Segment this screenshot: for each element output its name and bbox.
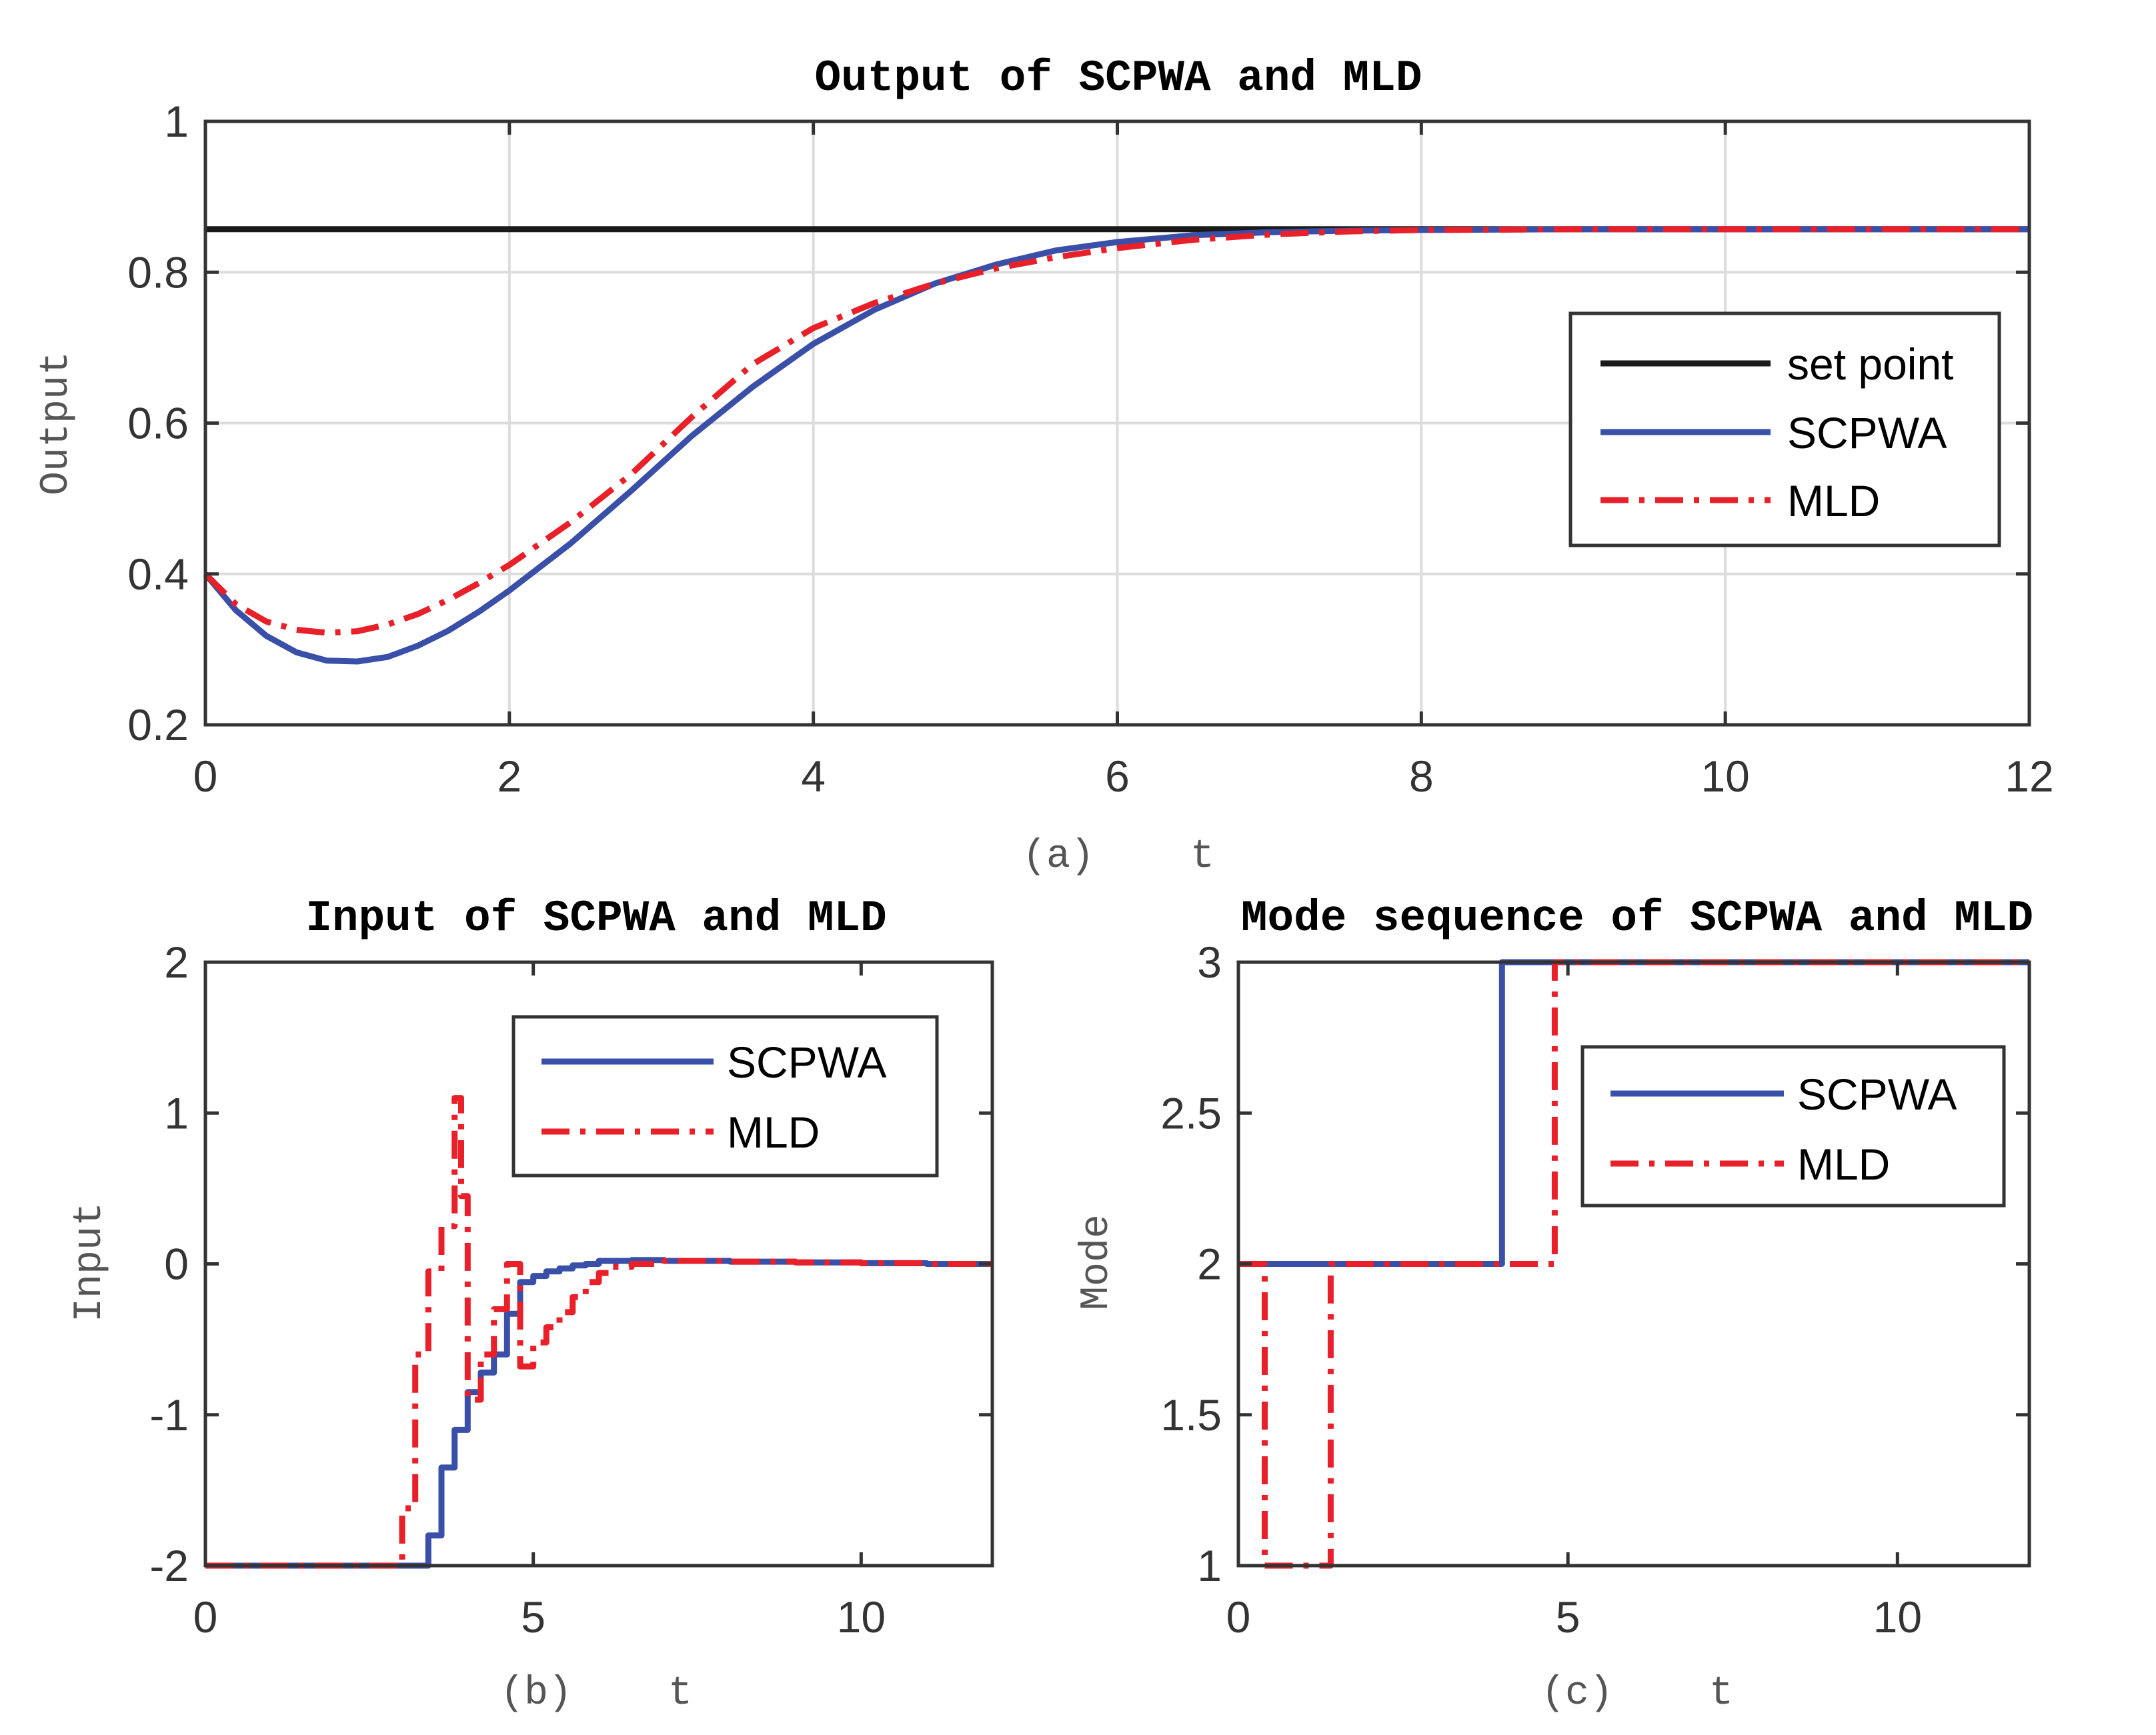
y-axis-label: Output xyxy=(34,351,79,495)
y-tick-label: 0.6 xyxy=(127,399,189,448)
legend-box xyxy=(511,1015,939,1178)
legend-label: MLD xyxy=(1787,476,1880,525)
legend: SCPWA MLD xyxy=(511,1015,939,1178)
chart-title: Input of SCPWA and MLD xyxy=(305,894,886,944)
x-tick-label: 10 xyxy=(837,1592,886,1642)
y-axis-label: Input xyxy=(67,1202,113,1322)
chart-title: Output of SCPWA and MLD xyxy=(815,53,1422,103)
legend-label: SCPWA xyxy=(1787,408,1947,457)
x-tick-label: 10 xyxy=(1873,1592,1922,1642)
legend-label: MLD xyxy=(727,1108,820,1157)
series-line-scpwa xyxy=(203,226,2029,665)
legend-label: set point xyxy=(1787,339,1954,389)
y-tick-label: 3 xyxy=(1197,938,1222,987)
x-tick-label: 10 xyxy=(1701,751,1749,801)
y-tick-label: 0.2 xyxy=(127,700,189,749)
panel-mode: Mode sequence of SCPWA and MLD 0 5 10 1 1.5 2… xyxy=(1074,894,2033,1716)
y-tick-label: -2 xyxy=(149,1541,189,1590)
y-tick-label: 2 xyxy=(164,938,189,987)
legend-label: SCPWA xyxy=(727,1038,887,1087)
panel-input: Input of SCPWA and MLD 0 5 10 -2 -1 0 1 2 (b) t… xyxy=(67,894,994,1716)
y-axis-label: Mode xyxy=(1074,1214,1120,1310)
series-line-scpwa xyxy=(205,1257,992,1569)
x-tick-label: 0 xyxy=(1226,1592,1251,1642)
x-tick-label: 5 xyxy=(521,1592,546,1642)
y-tick-label: 0.4 xyxy=(127,549,189,599)
x-tick-label: 2 xyxy=(497,751,521,801)
x-axis-label: (a) t xyxy=(1022,834,1214,880)
x-tick-label: 12 xyxy=(2005,751,2053,801)
y-tick-label: 1 xyxy=(1197,1541,1222,1590)
series-line-mld xyxy=(1238,959,2029,1569)
x-tick-label: 0 xyxy=(193,751,218,801)
chart-title: Mode sequence of SCPWA and MLD xyxy=(1241,894,2033,944)
legend: SCPWA MLD xyxy=(1580,1045,2006,1208)
series-line-mld xyxy=(205,1095,992,1569)
legend-label: MLD xyxy=(1797,1140,1890,1189)
panel-output: Output of SCPWA and MLD 0 2 4 6 8 10 12 0.2 0.4 0… xyxy=(34,53,2054,880)
legend: set point SCPWA MLD xyxy=(1568,311,2001,547)
x-axis-label: (c) t xyxy=(1541,1671,1733,1716)
y-tick-label: 1 xyxy=(164,1088,189,1138)
x-tick-label: 5 xyxy=(1556,1592,1580,1642)
x-tick-label: 8 xyxy=(1409,751,1434,801)
y-tick-label: 2.5 xyxy=(1160,1088,1222,1138)
x-tick-label: 6 xyxy=(1105,751,1130,801)
legend-box xyxy=(1580,1045,2006,1208)
y-tick-label: 1 xyxy=(164,97,189,146)
y-tick-label: 2 xyxy=(1197,1240,1222,1289)
y-tick-label: -1 xyxy=(149,1390,189,1440)
legend-box xyxy=(1568,311,2001,547)
x-tick-label: 4 xyxy=(801,751,826,801)
y-tick-label: 0.8 xyxy=(127,247,189,297)
y-tick-label: 1.5 xyxy=(1160,1390,1222,1440)
x-axis-label: (b) t xyxy=(500,1671,692,1716)
y-tick-label: 0 xyxy=(164,1240,189,1289)
x-tick-label: 0 xyxy=(193,1592,218,1642)
legend-label: SCPWA xyxy=(1797,1070,1957,1119)
